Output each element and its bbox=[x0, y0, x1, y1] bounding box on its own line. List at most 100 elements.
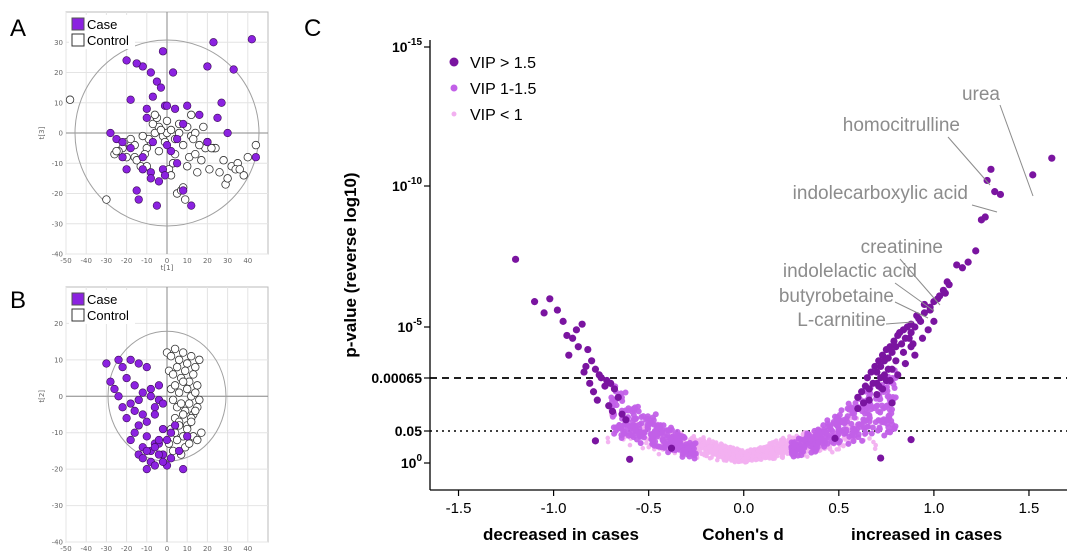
y-axis-label: t[3] bbox=[38, 126, 46, 139]
point-vip-mid bbox=[867, 402, 874, 409]
case-point bbox=[122, 373, 131, 383]
point-vip-low bbox=[745, 452, 751, 458]
point-vip-mid bbox=[845, 440, 852, 447]
control-point bbox=[180, 195, 190, 204]
y-tick-label: -40 bbox=[52, 251, 63, 259]
case-point bbox=[142, 465, 151, 474]
point-vip-low bbox=[781, 445, 787, 451]
point-vip-low bbox=[731, 447, 736, 453]
control-point bbox=[182, 384, 192, 394]
case-point bbox=[106, 377, 115, 386]
y-tick-label: 10 bbox=[54, 356, 63, 364]
point-vip-mid bbox=[807, 443, 814, 450]
point-vip-high bbox=[918, 334, 927, 342]
point-vip-mid bbox=[843, 426, 850, 433]
point-vip-high bbox=[511, 255, 520, 263]
case-point bbox=[166, 147, 176, 156]
annotation-label: creatinine bbox=[861, 237, 943, 258]
point-vip-mid bbox=[865, 423, 872, 430]
point-vip-low bbox=[769, 454, 774, 460]
point-vip-low bbox=[768, 441, 773, 446]
control-point bbox=[172, 435, 182, 445]
control-point bbox=[180, 366, 190, 375]
case-point bbox=[166, 454, 176, 463]
case-point bbox=[150, 461, 159, 470]
point-vip-mid bbox=[630, 411, 637, 418]
case-point bbox=[173, 159, 182, 168]
case-point bbox=[152, 201, 161, 210]
point-vip-high bbox=[926, 306, 934, 314]
case-point bbox=[142, 417, 151, 426]
point-vip-low bbox=[728, 456, 734, 462]
legend-marker bbox=[450, 84, 458, 92]
y-tick-label: 0.05 bbox=[395, 423, 422, 439]
point-vip-mid bbox=[880, 416, 887, 423]
point-vip-high bbox=[589, 388, 598, 396]
annotation-leader bbox=[885, 321, 914, 325]
annotation-leader bbox=[894, 282, 935, 312]
point-vip-high bbox=[854, 393, 862, 401]
control-point bbox=[197, 428, 206, 437]
control-point bbox=[205, 165, 214, 174]
legend-swatch-case bbox=[71, 17, 85, 31]
point-vip-mid bbox=[682, 447, 689, 454]
control-point bbox=[102, 195, 111, 204]
case-point bbox=[118, 137, 127, 147]
x-tick-label: -0.5 bbox=[636, 500, 662, 517]
legend-label: VIP 1-1.5 bbox=[470, 81, 537, 98]
control-point bbox=[207, 143, 216, 153]
point-vip-low bbox=[646, 444, 652, 450]
point-vip-low bbox=[790, 435, 796, 441]
control-point bbox=[148, 119, 158, 129]
point-vip-mid bbox=[875, 408, 882, 415]
case-point bbox=[134, 195, 143, 204]
control-point bbox=[189, 134, 198, 144]
point-vip-mid bbox=[652, 411, 659, 418]
point-vip-high bbox=[1029, 171, 1037, 179]
legend-label-case: Case bbox=[87, 17, 117, 32]
point-vip-high bbox=[964, 258, 972, 266]
point-vip-high bbox=[563, 331, 571, 340]
point-vip-mid bbox=[891, 384, 898, 391]
point-vip-mid bbox=[886, 406, 893, 413]
control-point bbox=[185, 399, 194, 408]
point-vip-high bbox=[892, 343, 900, 351]
point-vip-mid bbox=[869, 424, 876, 431]
y-tick-label: 0 bbox=[59, 130, 63, 138]
point-vip-high bbox=[943, 278, 951, 286]
point-vip-mid bbox=[835, 429, 842, 436]
control-point bbox=[187, 110, 196, 120]
control-point bbox=[215, 168, 224, 177]
x-tick-label: 1.5 bbox=[1019, 500, 1040, 517]
point-vip-high bbox=[584, 345, 592, 354]
x-tick-label: 30 bbox=[223, 257, 232, 265]
point-vip-mid bbox=[654, 443, 661, 450]
case-point bbox=[168, 68, 178, 77]
point-vip-high bbox=[859, 399, 868, 407]
legend-swatch-control bbox=[71, 308, 85, 322]
point-vip-mid bbox=[608, 394, 615, 401]
point-vip-high bbox=[977, 216, 986, 224]
case-point bbox=[138, 388, 147, 397]
point-vip-high bbox=[953, 261, 961, 269]
legend-label: VIP < 1 bbox=[470, 107, 523, 124]
point-vip-high bbox=[580, 368, 588, 376]
x-tick-label: -30 bbox=[101, 545, 112, 551]
point-vip-mid bbox=[790, 439, 797, 446]
point-vip-mid bbox=[618, 426, 625, 433]
point-vip-low bbox=[605, 435, 611, 441]
point-vip-high bbox=[858, 388, 866, 396]
point-vip-high bbox=[530, 298, 539, 306]
y-tick-label: 20 bbox=[54, 320, 63, 328]
point-vip-high bbox=[873, 368, 881, 376]
x-tick-label: -30 bbox=[101, 257, 112, 265]
case-point bbox=[118, 363, 127, 372]
point-vip-high bbox=[903, 323, 911, 331]
point-vip-mid bbox=[866, 418, 873, 425]
control-point bbox=[178, 348, 188, 357]
case-point bbox=[150, 443, 159, 452]
control-point bbox=[65, 95, 75, 104]
x-tick-label: 10 bbox=[183, 545, 192, 551]
point-vip-mid bbox=[851, 432, 858, 439]
point-vip-mid bbox=[836, 437, 843, 444]
